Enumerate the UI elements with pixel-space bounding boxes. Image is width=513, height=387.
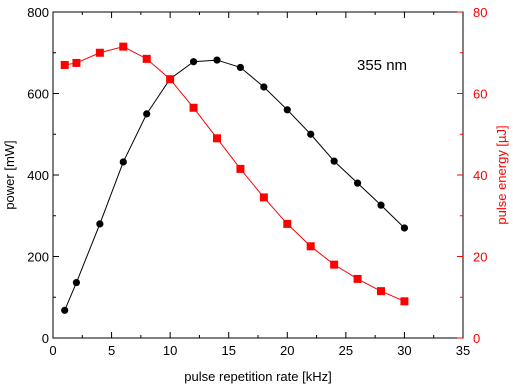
data-point-square bbox=[72, 58, 81, 67]
data-point-square bbox=[236, 164, 245, 173]
data-point-circle bbox=[72, 278, 81, 287]
data-point-square bbox=[119, 42, 128, 51]
x-axis-title: pulse repetition rate [kHz] bbox=[184, 369, 331, 384]
data-point-circle bbox=[353, 179, 362, 187]
x-tick-label: 5 bbox=[108, 343, 115, 358]
right-axis-title: pulse energy [µJ] bbox=[494, 125, 509, 224]
data-point-square bbox=[142, 54, 151, 63]
right-tick-label: 60 bbox=[473, 87, 487, 102]
data-point-square bbox=[166, 75, 175, 84]
data-point-square bbox=[189, 103, 198, 112]
data-point-circle bbox=[119, 158, 127, 166]
data-point-square bbox=[60, 60, 69, 69]
right-tick-label: 0 bbox=[473, 331, 480, 346]
data-point-square bbox=[283, 219, 292, 228]
left-axis-title: power [mW] bbox=[2, 140, 17, 209]
x-tick-label: 10 bbox=[163, 343, 177, 358]
data-point-square bbox=[213, 134, 221, 143]
data-point-square bbox=[377, 287, 385, 296]
right-tick-label: 20 bbox=[473, 250, 487, 265]
x-tick-label: 20 bbox=[280, 343, 294, 358]
data-point-circle bbox=[377, 201, 385, 209]
data-point-square bbox=[95, 48, 104, 57]
x-tick-label: 15 bbox=[221, 343, 235, 358]
data-point-square bbox=[353, 274, 362, 283]
data-point-square bbox=[306, 242, 315, 251]
data-point-square bbox=[330, 260, 339, 269]
data-point-circle bbox=[189, 58, 198, 66]
x-tick-label: 30 bbox=[397, 343, 411, 358]
left-axis-ticks: 0 200 400 600 800 bbox=[27, 5, 59, 346]
bottom-axis-ticks: 0 5 10 15 20 25 30 35 bbox=[49, 12, 470, 358]
data-point-circle bbox=[330, 157, 338, 165]
left-tick-label: 600 bbox=[27, 87, 49, 102]
left-tick-label: 400 bbox=[27, 168, 49, 183]
x-tick-label: 35 bbox=[456, 343, 470, 358]
data-point-circle bbox=[213, 56, 221, 64]
data-point-circle bbox=[143, 110, 151, 118]
left-tick-label: 200 bbox=[27, 250, 49, 265]
data-point-circle bbox=[236, 63, 245, 72]
data-point-square bbox=[259, 193, 268, 202]
right-tick-label: 80 bbox=[473, 5, 487, 20]
data-point-circle bbox=[96, 220, 104, 228]
data-point-circle bbox=[61, 306, 69, 314]
right-tick-label: 40 bbox=[473, 168, 487, 183]
right-axis-ticks: 0 20 40 60 80 bbox=[457, 5, 487, 346]
x-tick-label: 25 bbox=[339, 343, 353, 358]
series-line bbox=[64, 59, 405, 311]
left-tick-label: 0 bbox=[42, 331, 49, 346]
data-point-circle bbox=[307, 130, 315, 138]
x-tick-label: 0 bbox=[49, 343, 56, 358]
data-point-circle bbox=[260, 83, 268, 91]
data-point-circle bbox=[283, 106, 291, 114]
data-point-circle bbox=[400, 224, 409, 232]
series-layer bbox=[60, 42, 409, 314]
left-tick-label: 800 bbox=[27, 5, 49, 20]
annotation-wavelength: 355 nm bbox=[357, 57, 407, 74]
series-pulse-energy bbox=[60, 42, 409, 306]
data-point-square bbox=[400, 297, 409, 306]
series-line bbox=[64, 46, 405, 302]
